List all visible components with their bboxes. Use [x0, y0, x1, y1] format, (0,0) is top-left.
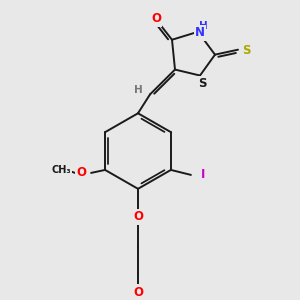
Text: H: H — [134, 85, 142, 95]
Text: S: S — [198, 77, 206, 90]
Text: O: O — [76, 167, 86, 179]
Text: CH₃: CH₃ — [51, 165, 71, 175]
Text: S: S — [242, 44, 250, 57]
Text: O: O — [133, 210, 143, 223]
Text: H: H — [199, 21, 207, 31]
Text: N: N — [195, 26, 205, 39]
Text: O: O — [151, 12, 161, 26]
Text: I: I — [201, 168, 205, 182]
Text: O: O — [133, 286, 143, 299]
